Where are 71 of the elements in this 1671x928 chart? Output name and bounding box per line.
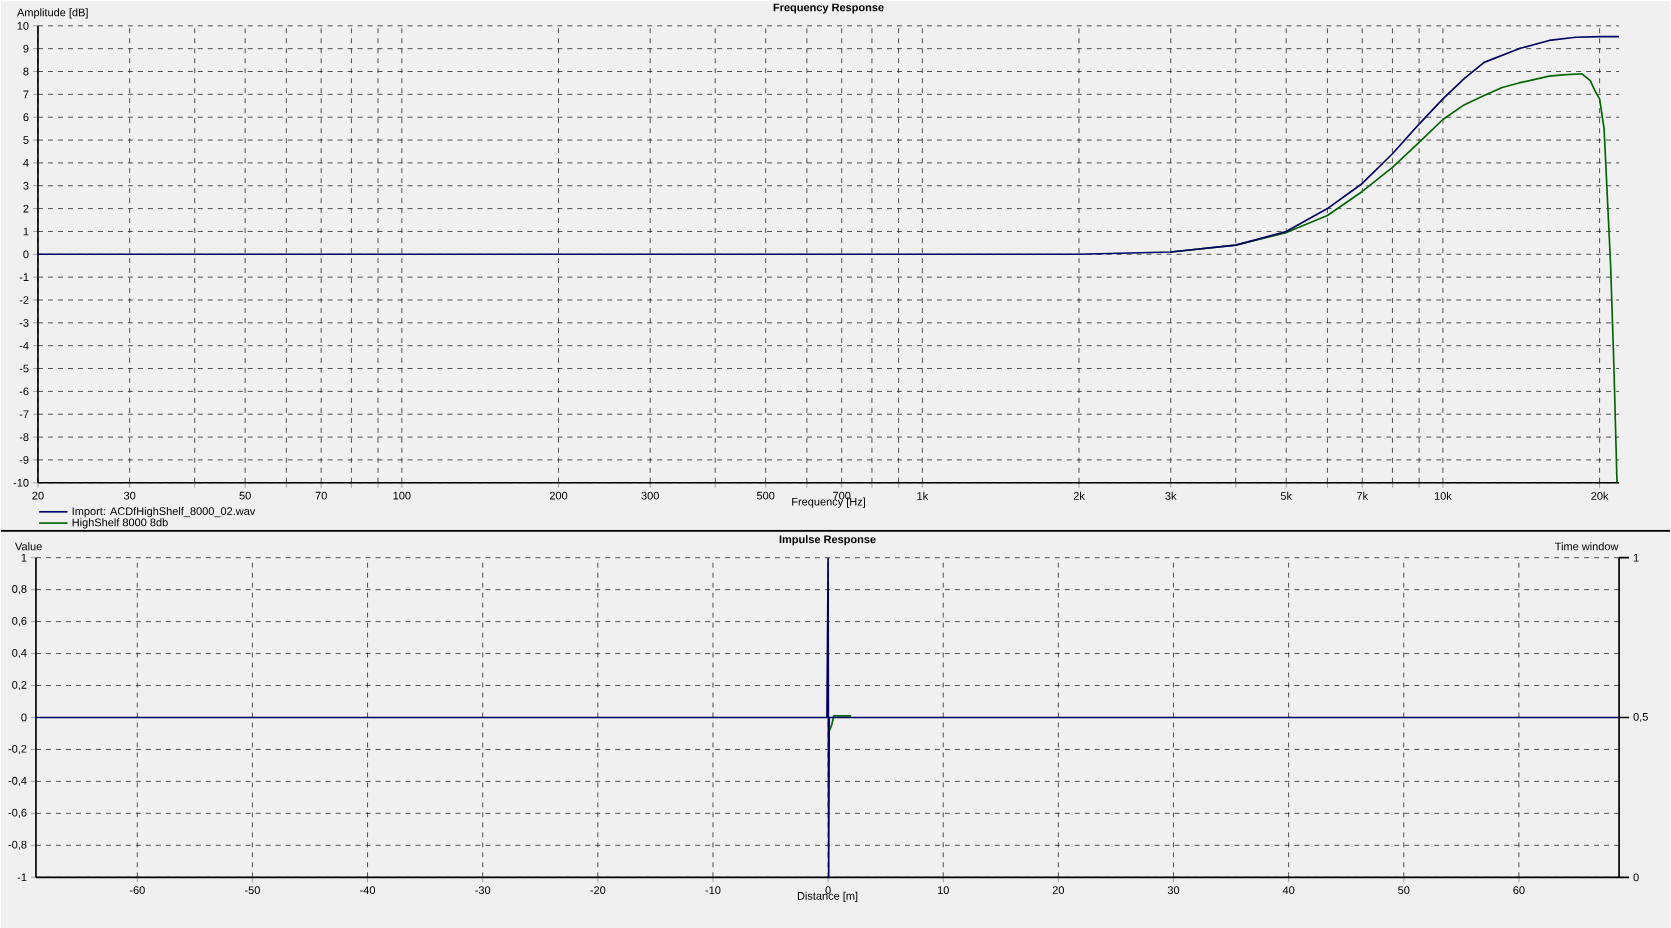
x-tick-label: 10 — [937, 886, 949, 894]
y-tick-label: 3 — [23, 181, 29, 190]
y-tick-label: 2 — [23, 204, 29, 213]
y-tick-label: 0,6 — [12, 616, 27, 627]
chart-title: Frequency Response — [773, 3, 884, 14]
x-tick-label: 50 — [239, 491, 251, 500]
x-tick-label: -60 — [129, 886, 145, 894]
y-tick-label: 9 — [23, 44, 29, 53]
y-axis-title: Amplitude [dB] — [17, 8, 88, 19]
x-tick-label: 100 — [393, 491, 411, 500]
y2-tick-label: 0 — [1633, 873, 1639, 882]
x-tick-label: 30 — [1167, 886, 1180, 894]
y-tick-label: -7 — [19, 410, 29, 418]
y-tick-label: -0,2 — [8, 744, 27, 754]
legend-label: Import: ACDfHighShelf_8000_02.wav — [72, 506, 256, 518]
x-tick-label: 500 — [756, 491, 775, 500]
x-tick-label: -10 — [705, 886, 721, 894]
x-tick-label: -50 — [244, 886, 260, 894]
y-tick-label: 0,8 — [12, 584, 27, 595]
x-tick-label: -40 — [360, 886, 376, 894]
y2-tick-label: 1 — [1633, 553, 1639, 562]
y-tick-label: -0,4 — [8, 776, 27, 786]
x-tick-label: 50 — [1398, 886, 1410, 894]
x-tick-label: 5k — [1280, 491, 1293, 500]
chart-title: Impulse Response — [779, 535, 876, 546]
x-tick-label: -30 — [475, 886, 491, 894]
y-tick-label: 1 — [23, 227, 29, 236]
x-tick-label: 200 — [549, 491, 568, 500]
y2-tick-label: 0,5 — [1633, 712, 1648, 722]
x-tick-label: 1k — [917, 491, 929, 500]
x-tick-label: 300 — [641, 491, 659, 500]
y-tick-label: 0,2 — [12, 680, 27, 690]
x-tick-label: 20 — [1052, 886, 1065, 894]
y-tick-label: 1 — [21, 553, 27, 562]
y-tick-label: 10 — [17, 21, 29, 30]
y-tick-label: 7 — [23, 90, 29, 99]
x-tick-label: 40 — [1282, 886, 1295, 894]
x-tick-label: 60 — [1513, 886, 1525, 894]
y-tick-label: -10 — [13, 478, 29, 487]
y-tick-label: 0,4 — [12, 648, 27, 658]
x-tick-label: 70 — [315, 491, 327, 500]
x-tick-label: 7k — [1357, 491, 1369, 500]
y-tick-label: -9 — [19, 455, 29, 464]
legend-label: HighShelf 8000 8db — [72, 518, 168, 529]
y-axis-title: Value — [15, 542, 42, 551]
y-tick-label: 8 — [23, 67, 29, 76]
y-tick-label: -1 — [19, 273, 29, 281]
y-tick-label: 0 — [21, 713, 27, 722]
x-axis-title: Distance [m] — [797, 891, 858, 902]
y-tick-label: 6 — [23, 113, 29, 121]
y-tick-label: 5 — [23, 136, 29, 144]
y-tick-label: -4 — [19, 341, 29, 350]
y-tick-label: -3 — [19, 318, 29, 327]
y-tick-label: -6 — [19, 387, 29, 396]
x-tick-label: 20 — [32, 491, 44, 500]
y-tick-label: -0,8 — [8, 840, 27, 850]
y-tick-label: -1 — [17, 873, 27, 881]
y-tick-label: -0,6 — [8, 808, 27, 818]
y-tick-label: -2 — [19, 296, 29, 304]
y-tick-label: -8 — [19, 433, 29, 441]
y-tick-label: 4 — [23, 159, 29, 167]
x-tick-label: -20 — [590, 886, 606, 894]
y-tick-label: 0 — [23, 250, 29, 259]
x-tick-label: 30 — [123, 491, 136, 500]
x-tick-label: 2k — [1073, 491, 1085, 500]
x-tick-label: 0 — [825, 886, 831, 894]
x-tick-label: 3k — [1165, 491, 1177, 500]
x-tick-label: 20k — [1591, 491, 1609, 500]
x-tick-label: 10k — [1434, 491, 1452, 500]
y-tick-label: -5 — [19, 364, 29, 373]
y2-axis-title: Time window — [1554, 542, 1619, 551]
